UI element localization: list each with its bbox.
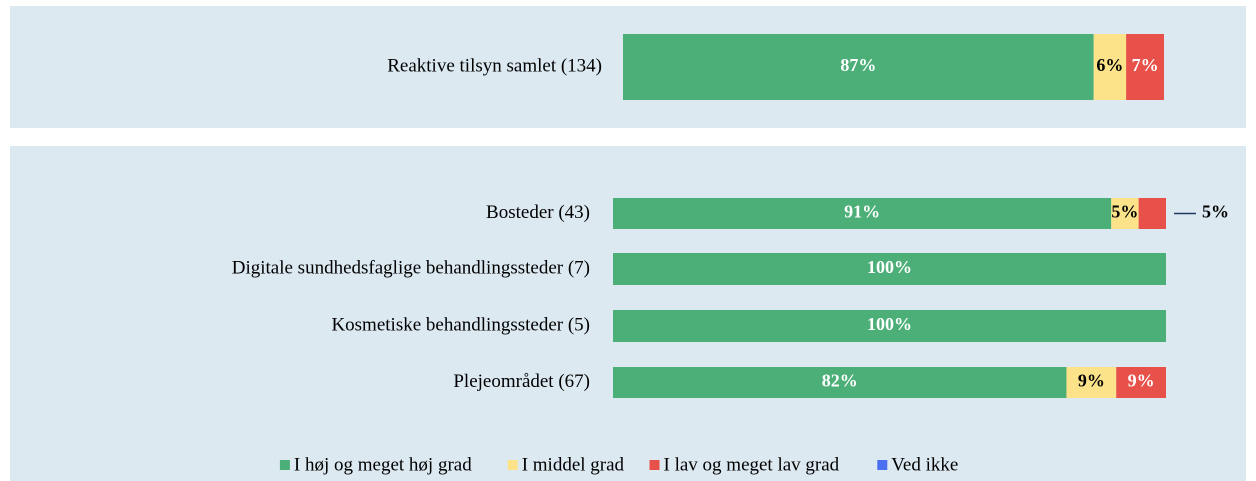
value-label: 5% xyxy=(1202,202,1229,222)
legend-swatch xyxy=(507,460,518,470)
bar-segment xyxy=(613,367,1067,398)
value-label: 9% xyxy=(1078,371,1105,391)
bar-segment xyxy=(613,310,1166,342)
bar-segment xyxy=(613,253,1166,285)
bar-segment xyxy=(1126,34,1164,100)
legend-swatch xyxy=(279,460,290,470)
legend-swatch xyxy=(877,460,888,470)
value-label: 100% xyxy=(867,257,912,277)
bar-segment xyxy=(613,198,1112,229)
legend-label: Ved ikke xyxy=(891,454,958,475)
legend-label: I middel grad xyxy=(522,454,625,475)
value-label: 6% xyxy=(1096,55,1123,75)
value-label: 87% xyxy=(840,55,876,75)
value-label: 9% xyxy=(1128,371,1155,391)
legend-label: I lav og meget lav grad xyxy=(664,454,840,475)
category-label: Bosteder (43) xyxy=(486,202,590,223)
legend-label: I høj og meget høj grad xyxy=(294,454,472,475)
bar-segment xyxy=(1093,34,1127,100)
bar-segment xyxy=(1116,367,1166,398)
category-label: Reaktive tilsyn samlet (134) xyxy=(387,55,602,76)
bar-segment xyxy=(623,34,1094,100)
category-label: Kosmetiske behandlingssteder (5) xyxy=(331,314,590,335)
value-label: 5% xyxy=(1111,202,1138,222)
category-label: Digitale sundhedsfaglige behandlingssted… xyxy=(232,257,590,278)
value-label: 91% xyxy=(844,202,880,222)
value-label: 7% xyxy=(1132,55,1159,75)
legend-swatch xyxy=(649,460,660,470)
bar-segment xyxy=(1066,367,1117,398)
value-label: 82% xyxy=(822,371,858,391)
bar-segment xyxy=(1111,198,1139,229)
value-label: 100% xyxy=(867,314,912,334)
bar-segment xyxy=(1138,198,1166,229)
category-label: Plejeområdet (67) xyxy=(453,371,590,392)
